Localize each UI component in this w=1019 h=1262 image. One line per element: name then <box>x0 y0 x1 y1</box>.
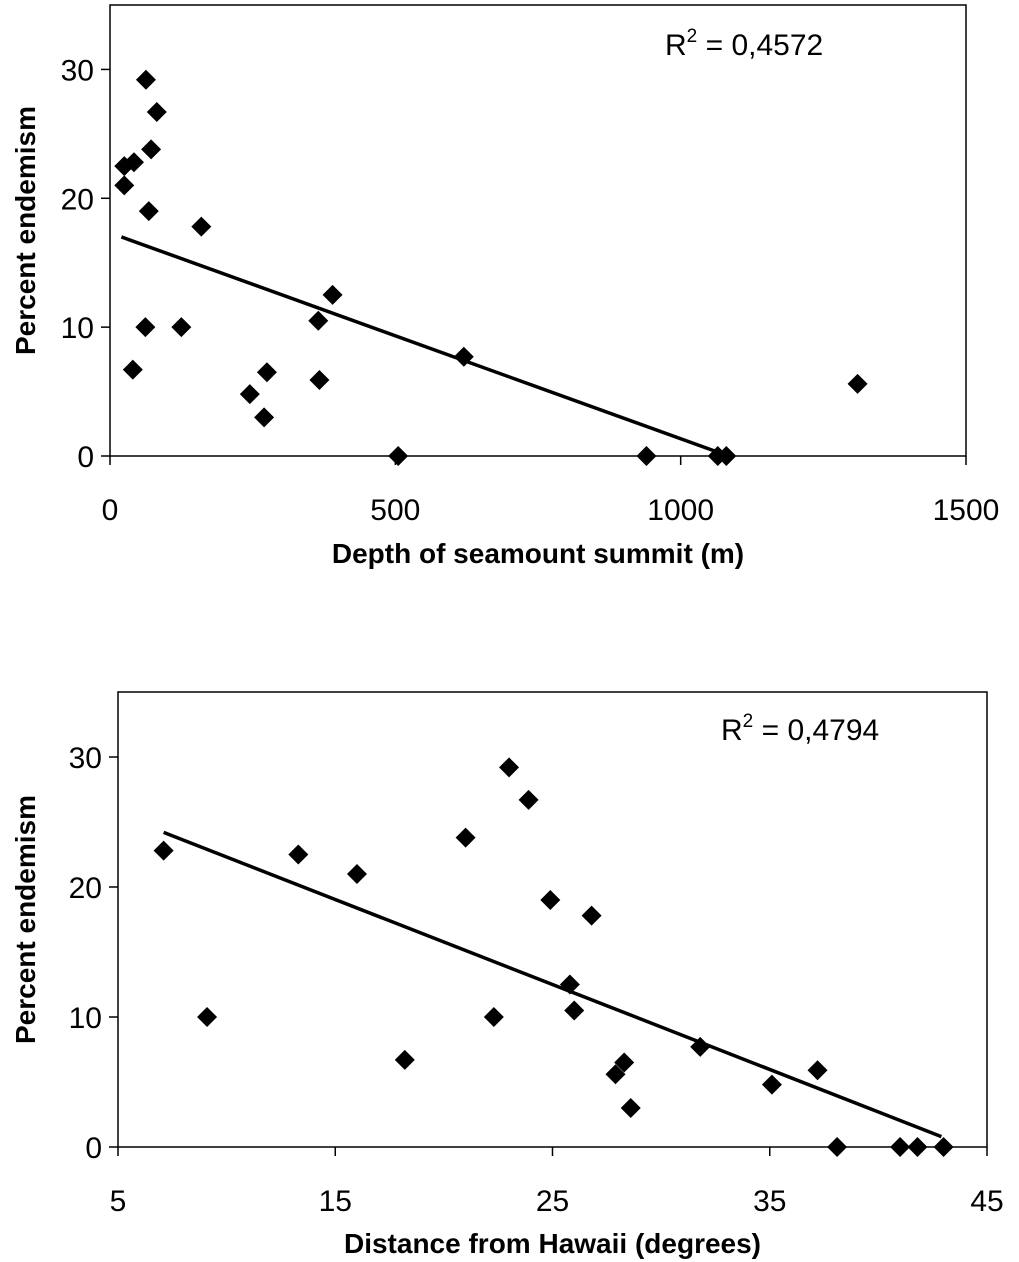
data-point <box>499 757 520 778</box>
plot-area <box>109 4 967 457</box>
data-point <box>559 974 580 995</box>
x-tick-label: 500 <box>370 494 420 527</box>
data-point <box>141 139 162 160</box>
scatter-chart-distance: 0 10 20 30 5 15 25 35 45 Distance from Hawaii (de… <box>10 691 1004 1259</box>
data-point <box>620 1098 641 1118</box>
x-axis-title: Depth of seamount summit (m) <box>332 538 744 569</box>
data-point <box>690 1036 711 1057</box>
y-tick-label: 20 <box>61 183 94 216</box>
data-point <box>636 446 657 466</box>
data-point <box>761 1074 782 1095</box>
data-point <box>933 1137 954 1157</box>
x-tick-label: 1000 <box>647 494 714 527</box>
data-point <box>153 840 174 861</box>
r-squared-label: R2 = 0,4572 <box>665 26 823 62</box>
x-tick-label: 25 <box>536 1185 569 1218</box>
x-tick-label: 45 <box>970 1185 1003 1218</box>
data-point <box>394 1049 415 1070</box>
data-point <box>254 407 275 428</box>
y-axis-title: Percent endemism <box>10 795 41 1044</box>
data-point <box>581 905 602 926</box>
y-tick-label: 30 <box>61 54 94 87</box>
data-point <box>907 1137 928 1157</box>
data-point <box>239 384 260 405</box>
data-point <box>518 789 539 810</box>
y-tick-label: 30 <box>69 742 102 775</box>
x-tick-label: 5 <box>110 1185 127 1218</box>
x-tick-label: 1500 <box>933 494 1000 527</box>
data-point <box>483 1007 504 1027</box>
trend-line <box>162 830 943 1139</box>
data-point <box>827 1137 848 1157</box>
data-point <box>114 175 135 196</box>
y-tick-label: 20 <box>69 872 102 905</box>
data-point <box>614 1052 635 1073</box>
data-point <box>564 1000 585 1021</box>
y-tick-label: 10 <box>69 1002 102 1035</box>
y-tick-label: 10 <box>61 312 94 345</box>
data-point <box>171 317 192 338</box>
data-point <box>890 1137 911 1157</box>
plot-area <box>117 691 988 1148</box>
data-point <box>122 359 143 380</box>
data-point <box>146 101 167 122</box>
data-point <box>322 284 343 305</box>
data-point <box>346 864 367 884</box>
data-point <box>807 1060 828 1081</box>
data-point <box>288 844 309 865</box>
data-point <box>256 362 277 383</box>
data-point <box>453 346 474 367</box>
data-point <box>605 1064 626 1085</box>
data-point <box>847 373 868 394</box>
data-point <box>716 446 737 466</box>
x-axis-title: Distance from Hawaii (degrees) <box>344 1228 761 1259</box>
x-tick-label: 35 <box>753 1185 786 1218</box>
trend-line <box>120 235 719 454</box>
data-point <box>309 369 330 390</box>
data-point <box>455 827 476 848</box>
x-tick-label: 0 <box>102 494 119 527</box>
data-point <box>191 216 212 237</box>
data-point <box>197 1007 218 1027</box>
r-squared-label: R2 = 0,4794 <box>721 711 879 747</box>
x-tick-label: 15 <box>319 1185 352 1218</box>
data-point <box>135 317 156 338</box>
data-point <box>388 446 409 466</box>
scatter-chart-depth: 0 10 20 30 0 500 1000 1500 Depth of seamount sum… <box>10 4 1000 569</box>
y-tick-label: 0 <box>77 441 94 474</box>
data-point <box>540 890 561 910</box>
y-axis-title: Percent endemism <box>10 106 41 355</box>
data-point <box>135 69 156 90</box>
data-point <box>123 152 144 173</box>
data-point <box>138 201 159 222</box>
data-point <box>308 310 329 331</box>
y-tick-label: 0 <box>85 1132 102 1165</box>
